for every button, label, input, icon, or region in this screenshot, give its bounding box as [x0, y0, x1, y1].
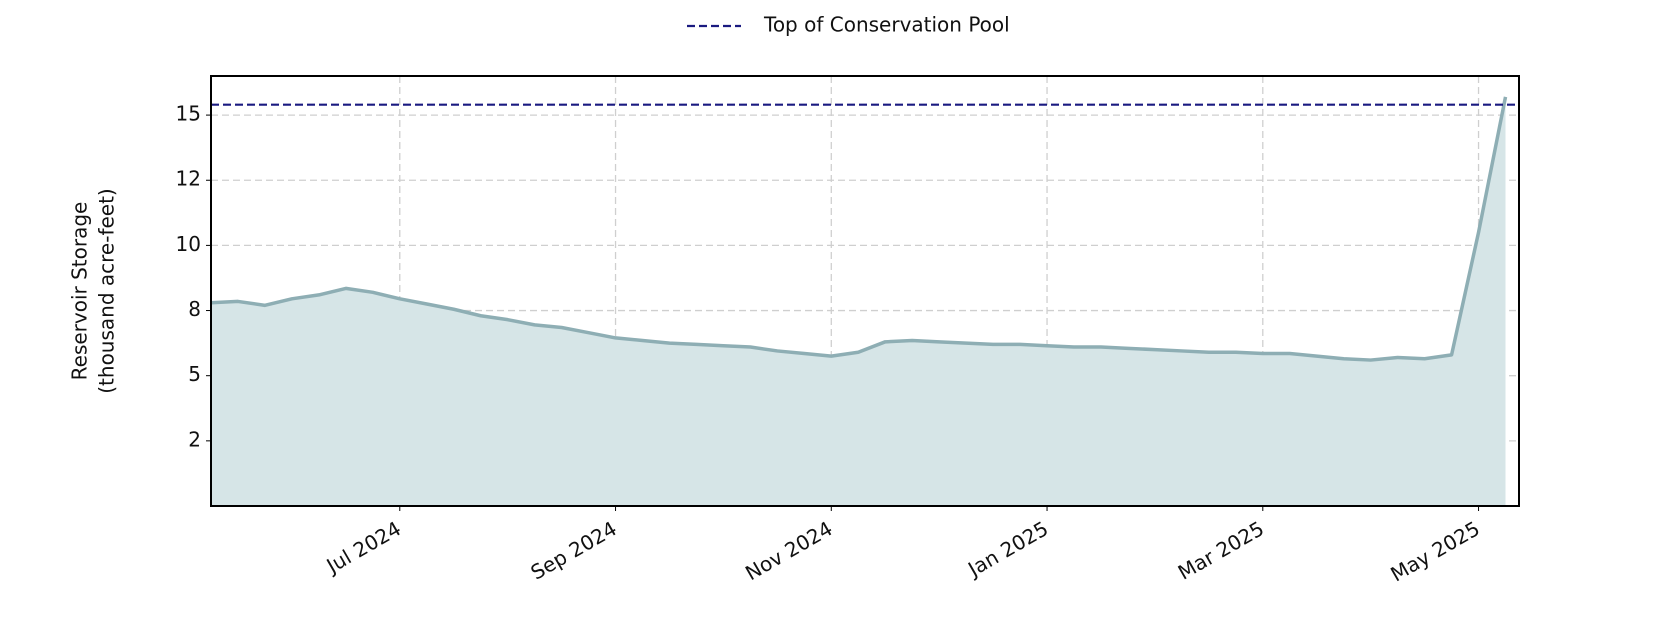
y-tick-label: 2: [188, 427, 201, 451]
y-tick-label: 15: [176, 102, 201, 126]
y-axis-label: Reservoir Storage: [68, 202, 92, 381]
x-tick-label: Sep 2024: [527, 516, 621, 584]
x-tick-label: Jul 2024: [321, 516, 405, 578]
legend-label: Top of Conservation Pool: [763, 13, 1010, 37]
x-tick-label: May 2025: [1386, 516, 1483, 586]
x-tick-label: Jan 2025: [962, 516, 1052, 582]
y-axis-label: (thousand acre-feet): [95, 188, 119, 394]
area: [211, 96, 1506, 507]
x-tick-label: Mar 2025: [1174, 516, 1268, 584]
line: [210, 96, 1508, 362]
y-tick-label: 12: [176, 167, 201, 191]
y-tick-label: 10: [176, 232, 201, 256]
y-tick-label: 8: [188, 297, 201, 321]
x-tick-label: Nov 2024: [741, 516, 836, 585]
y-tick-label: 5: [188, 362, 201, 386]
plot-frame: [210, 75, 1520, 507]
